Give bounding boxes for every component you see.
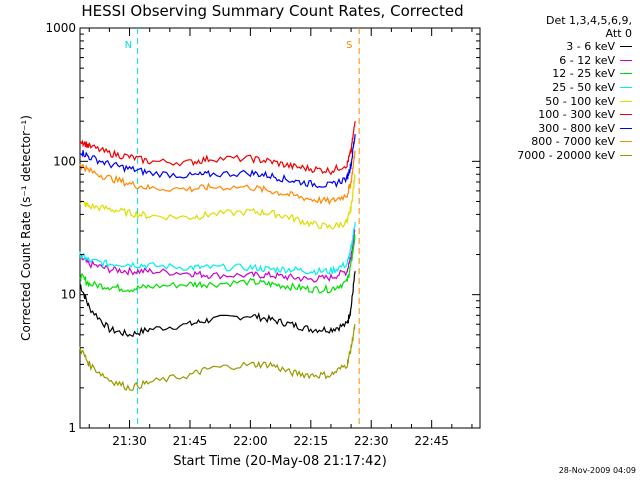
series-line-5 (79, 121, 356, 176)
legend-swatch (620, 155, 632, 157)
legend-entry-label: 7000 - 20000 keV (517, 149, 615, 163)
legend-entry-4: 50 - 100 keV (472, 94, 632, 108)
legend-entry-label: 3 - 6 keV (566, 40, 615, 54)
legend-swatch (620, 59, 632, 61)
legend-entry-label: 50 - 100 keV (545, 94, 615, 108)
y-tick-label-0: 1 (68, 421, 76, 435)
x-axis-ticks: 21:30 21:45 22:00 22:15 22:30 22:45 (88, 28, 473, 448)
x-tick-label-4: 22:30 (354, 434, 389, 448)
x-tick-label-0: 21:30 (112, 434, 147, 448)
x-tick-label-1: 21:45 (173, 434, 208, 448)
legend-swatch (620, 100, 632, 102)
series-line-6 (79, 134, 356, 189)
y-axis-ticks: 1 10 100 1000 (45, 21, 480, 435)
legend-entry-label: 6 - 12 keV (559, 53, 615, 67)
chart-title: HESSI Observing Summary Count Rates, Cor… (81, 2, 464, 20)
legend-entry-label: 300 - 800 keV (538, 121, 615, 135)
series-layer (79, 121, 356, 391)
series-line-7 (79, 150, 356, 206)
legend-entry-label: 12 - 25 keV (552, 67, 615, 81)
legend-entry-1: 6 - 12 keV (472, 54, 632, 68)
legend-entry-3: 25 - 50 keV (472, 81, 632, 95)
footer-timestamp: 28-Nov-2009 04:09 (558, 466, 636, 475)
x-tick-label-5: 22:45 (414, 434, 449, 448)
legend: Det 1,3,4,5,6,9, Att 0 3 - 6 keV 6 - 12 k… (472, 14, 632, 162)
plot-frame (79, 27, 481, 429)
legend-entry-5: 100 - 300 keV (472, 108, 632, 122)
x-tick-label-3: 22:15 (294, 434, 329, 448)
legend-swatch (620, 46, 632, 48)
legend-swatch (620, 127, 632, 129)
series-line-4 (79, 173, 356, 230)
legend-entry-2: 12 - 25 keV (472, 67, 632, 81)
legend-entry-8: 7000 - 20000 keV (472, 149, 632, 163)
legend-swatch (620, 73, 632, 75)
y-tick-label-2: 100 (53, 154, 76, 168)
y-tick-label-3: 1000 (45, 21, 76, 35)
series-line-3 (79, 222, 356, 276)
x-tick-label-2: 22:00 (233, 434, 268, 448)
legend-entry-7: 800 - 7000 keV (472, 135, 632, 149)
legend-swatch (620, 87, 632, 89)
legend-entry-label: 800 - 7000 keV (531, 135, 615, 149)
legend-entries: 3 - 6 keV 6 - 12 keV 12 - 25 keV 25 - 50 ke… (472, 40, 632, 162)
legend-swatch (620, 114, 632, 116)
annotation-label-1: S (346, 40, 352, 51)
legend-header-line-1: Det 1,3,4,5,6,9, (545, 14, 632, 27)
legend-entry-label: 100 - 300 keV (538, 108, 615, 122)
legend-entry-6: 300 - 800 keV (472, 122, 632, 136)
legend-entry-0: 3 - 6 keV (472, 40, 632, 54)
series-line-0 (79, 271, 356, 338)
legend-entry-label: 25 - 50 keV (552, 81, 615, 95)
legend-swatch (620, 141, 632, 143)
y-axis-label: Corrected Count Rate (s⁻¹ detector⁻¹) (19, 115, 33, 341)
series-line-1 (79, 228, 356, 283)
legend-header-line-2: Att 0 (605, 27, 632, 40)
y-tick-label-1: 10 (61, 288, 76, 302)
annotation-label-0: N (125, 40, 132, 51)
x-axis-label: Start Time (20-May-08 21:17:42) (173, 454, 387, 469)
series-line-2 (79, 232, 356, 294)
series-line-8 (79, 323, 356, 391)
